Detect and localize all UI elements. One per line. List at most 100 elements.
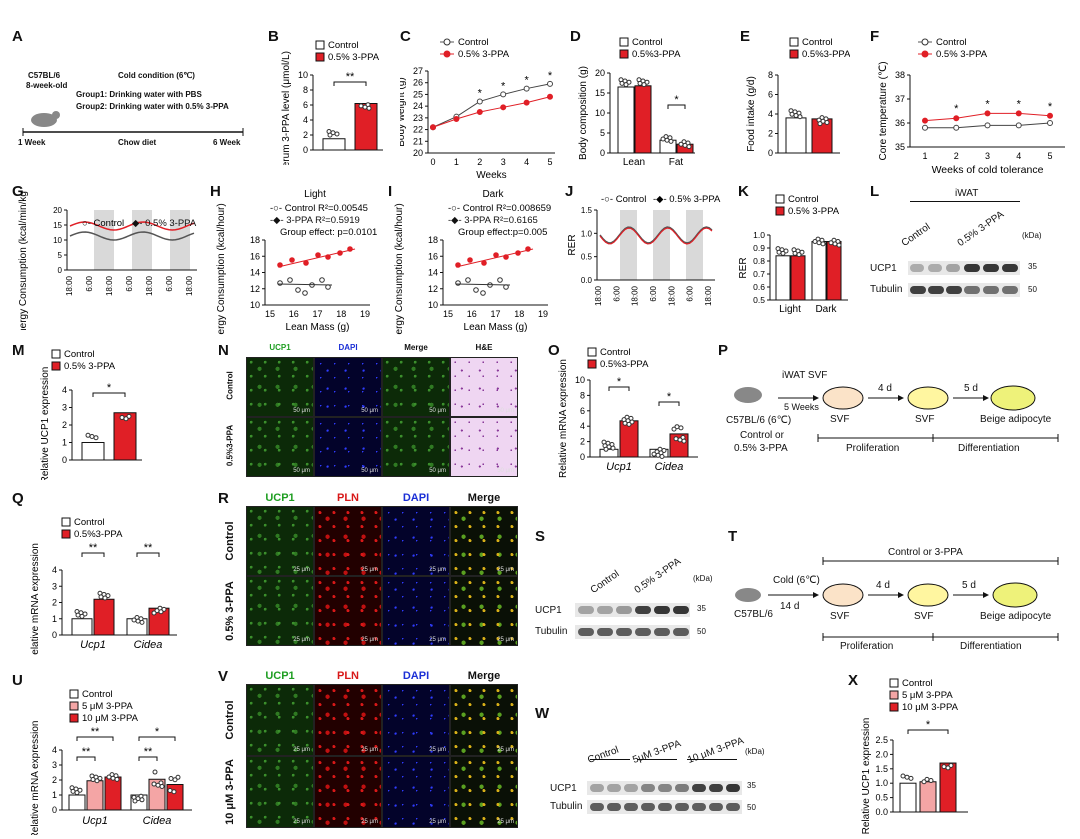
scale-bar-label: 50 μm [429,468,446,474]
x-tick-label: Ucp1 [82,815,108,827]
y-tick-label: 12 [428,284,438,294]
dish-icon [907,583,949,607]
y-tick-label: 0.9 [753,243,765,253]
panel-letter-r: R [218,490,229,507]
y-tick-label: 0 [580,452,585,462]
y-axis-label: Serum 3-PPA level (μmol/L) [281,51,292,165]
data-point [682,142,688,148]
significance-bracket [76,736,114,741]
bar-0.5% 3-PPA [113,412,137,461]
y-axis-label: Energy Consumption (kcal/hour) [394,203,405,335]
data-point [820,241,826,247]
y-tick-label: 20 [53,206,62,215]
data-point [953,115,960,122]
y-tick-label: 8 [768,70,773,80]
legend-swatch [61,529,71,539]
significance-mark: ** [144,542,153,554]
y-tick-label: 0 [303,145,308,155]
x-tick-label: 18:00 [631,285,640,306]
data-point [1047,112,1053,119]
y-tick-label: 1.0 [875,778,888,788]
legend-label: 10 μM 3-PPA [82,713,139,724]
scale-bar-label: 25 μm [361,637,378,643]
scale-bar-label: 25 μm [429,567,446,573]
data-point [75,612,81,618]
legend-swatch [789,37,799,47]
x-tick-label: 15 [443,309,453,319]
legend-swatch [69,701,79,711]
y-tick-label: 0 [52,630,57,640]
p-ph1: Proliferation [846,443,900,454]
scale-bar-label: 50 μm [361,468,378,474]
x-tick-label: 2 [954,151,959,161]
scale-bar-label: 25 μm [293,819,310,825]
panel-a-schematic: C57BL/6 8-week-old Cold condition (6℃) G… [18,60,253,155]
data-point [953,124,960,131]
y-tick-label: 0 [58,266,63,275]
y-tick-label: 35 [895,142,905,152]
y-tick-label: 10 [298,70,308,80]
a-cold: Cold condition (6℃) [118,71,195,80]
y-tick-label: 6 [580,406,585,416]
panel-letter-m: M [12,342,25,359]
legend-label: Control [82,689,113,700]
bar-Dark-0.5% 3-PPA [826,241,842,301]
y-tick-label: 16 [250,251,260,261]
s-kda: (kDa) [693,574,713,583]
x-tick-label: Cidea [134,639,163,651]
p-s2: SVF [915,414,935,425]
x-axis-label: Lean Mass (g) [286,322,350,333]
significance-bracket [138,756,158,761]
series-line-0.5% 3-PPA [432,96,551,128]
y-tick-label: 0.0 [581,276,593,285]
y-axis-label: Relative mRNA expression [30,543,41,655]
x-tick-label: 6:00 [649,285,658,301]
significance-mark: ** [82,746,91,758]
y-tick-label: 4 [580,421,585,431]
data-point [85,432,91,438]
a-group2: Group2: Drinking water with 0.5% 3-PPA [76,102,229,111]
mouse-icon [734,387,762,403]
legend-label: 0.5% 3-PPA [458,49,510,60]
legend-swatch [61,517,71,527]
panel-r-micrographs: UCP1 PLN DAPI Merge Control 25 μm 25 μm 25 μm 25… [218,490,518,650]
data-point [94,778,100,784]
data-point [119,415,125,421]
s-tubulin-lane [575,625,690,639]
y-tick-label: 2 [52,598,57,608]
column-label: Merge [467,670,501,682]
data-point [619,80,625,86]
data-point [900,773,906,779]
x-tick-label: Cidea [143,815,172,827]
y-tick-label: 0.7 [753,269,765,279]
bar-Ucp1-10 μM 3-PPA [104,776,122,811]
data-point [671,426,677,432]
scale-bar-label: 50 μm [293,468,310,474]
panel-t-schematic: Control or 3-PPA Cold (6℃) 14 d C57BL/6 … [728,545,1073,655]
significance-bracket [667,104,686,109]
row-label: 0.5% 3-PPA [224,581,236,641]
x-tick-label: 3 [501,157,506,167]
y-axis-label: Body composition (g) [578,66,589,160]
significance-mark: * [524,75,529,87]
y-tick-label: 14 [250,268,260,278]
micrograph-merge-1: 25 μm [450,756,518,828]
y-tick-label: 37 [895,94,905,104]
panel-s-blot: Control 0.5% 3-PPA (kDa) UCP1 Tubulin 35… [535,540,720,650]
x-axis-label: Weeks of cold tolerance [932,164,1044,176]
micrograph-ucp1-1: 25 μm [246,756,314,828]
significance-mark: ** [144,746,153,758]
scale-bar-label: 25 μm [497,747,514,753]
data-point [523,85,530,92]
micrograph-pln-0: 25 μm [314,506,382,576]
t-mouse: C57BL/6 [734,609,773,620]
micrograph-merge-0: 25 μm [450,506,518,576]
legend-label: Control [936,37,967,48]
w-p1: UCP1 [550,783,577,794]
data-point [623,82,629,88]
l-ucp1-lane [908,261,1020,275]
row-label: Control [224,700,236,740]
a-age: 8-week-old [26,81,68,90]
